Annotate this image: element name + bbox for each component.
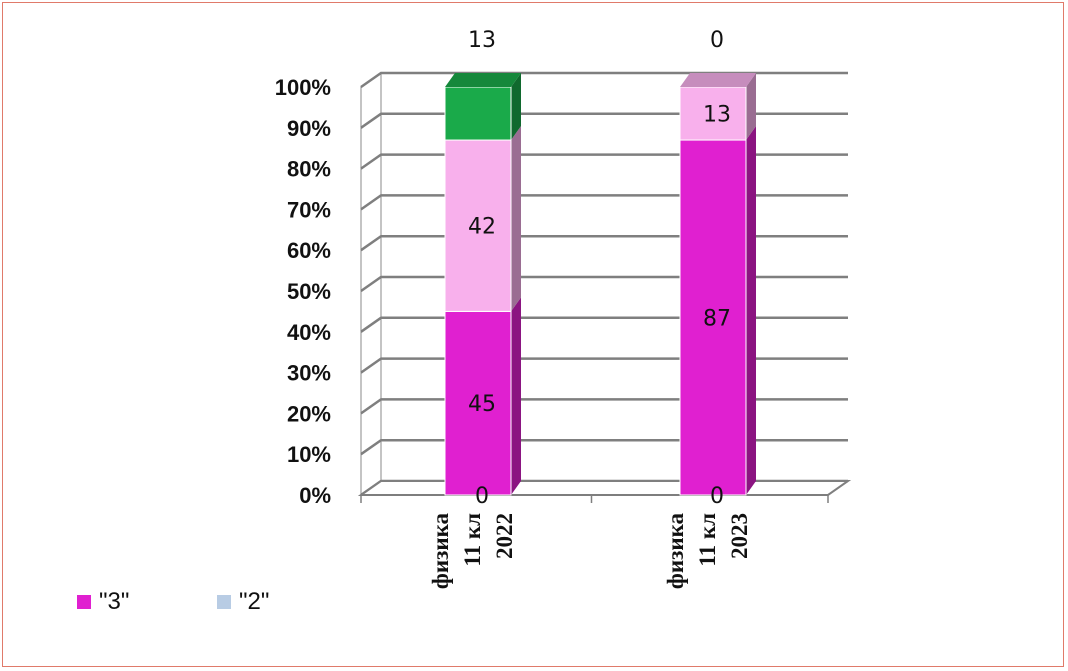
bar-segment bbox=[679, 86, 747, 141]
data-label: 45 bbox=[468, 392, 496, 417]
data-label: 0 bbox=[710, 484, 724, 509]
gridline bbox=[360, 194, 848, 211]
bar-side bbox=[746, 126, 756, 495]
data-label: 42 bbox=[468, 215, 496, 240]
legend-item: "3" bbox=[99, 588, 129, 615]
y-tick-label: 100% bbox=[275, 75, 331, 100]
bar-side bbox=[746, 73, 756, 141]
y-tick-label: 40% bbox=[287, 320, 331, 345]
y-tick-label: 90% bbox=[287, 116, 331, 141]
y-tick-label: 50% bbox=[287, 279, 331, 304]
bar-top bbox=[445, 73, 521, 87]
x-category-line: 11 кл bbox=[460, 513, 485, 567]
x-category-line: 11 кл bbox=[695, 513, 720, 567]
gridline bbox=[360, 398, 848, 415]
stacked-bar-chart: 0% 10% 20% 30% 40% 50% 60% 70% 80% 90% 100% 0 45 42 13… bbox=[77, 28, 852, 615]
y-tick-label: 80% bbox=[287, 157, 331, 182]
gridline bbox=[360, 275, 848, 293]
y-tick-label: 20% bbox=[287, 401, 331, 426]
bar-top bbox=[680, 73, 756, 87]
data-label: 13 bbox=[468, 28, 496, 53]
bar-segment bbox=[444, 310, 512, 496]
legend-item: "2" bbox=[239, 588, 269, 615]
gridline bbox=[360, 438, 848, 456]
x-category-line: 2023 bbox=[727, 513, 752, 559]
x-category-label: физика 11 кл 2022 bbox=[428, 513, 517, 590]
gridline bbox=[360, 153, 848, 170]
bar-side bbox=[511, 73, 521, 141]
gridline bbox=[360, 112, 848, 129]
y-tick-label: 30% bbox=[287, 361, 331, 386]
x-category-line: 2022 bbox=[492, 513, 517, 559]
gridline bbox=[360, 316, 848, 333]
legend-swatch bbox=[77, 595, 91, 609]
y-tick-label: 60% bbox=[287, 238, 331, 263]
x-category-line: физика bbox=[663, 513, 688, 590]
data-label: 0 bbox=[475, 484, 489, 509]
bar-segment bbox=[444, 139, 512, 312]
y-tick-label: 70% bbox=[287, 197, 331, 222]
bar-segment bbox=[444, 86, 512, 141]
x-category-label: физика 11 кл 2023 bbox=[663, 513, 752, 590]
legend-swatch bbox=[217, 595, 231, 609]
gridline bbox=[360, 71, 848, 89]
data-label: 87 bbox=[703, 307, 731, 332]
floor bbox=[357, 480, 852, 496]
y-tick-label: 10% bbox=[287, 442, 331, 467]
gridline bbox=[360, 357, 848, 374]
bar-side bbox=[511, 126, 521, 312]
x-category-line: физика bbox=[428, 513, 453, 590]
y-tick-label: 0% bbox=[299, 483, 331, 508]
data-label: 0 bbox=[710, 28, 724, 53]
gridline bbox=[360, 234, 848, 252]
data-label: 13 bbox=[703, 103, 731, 128]
bar-side bbox=[511, 297, 521, 495]
